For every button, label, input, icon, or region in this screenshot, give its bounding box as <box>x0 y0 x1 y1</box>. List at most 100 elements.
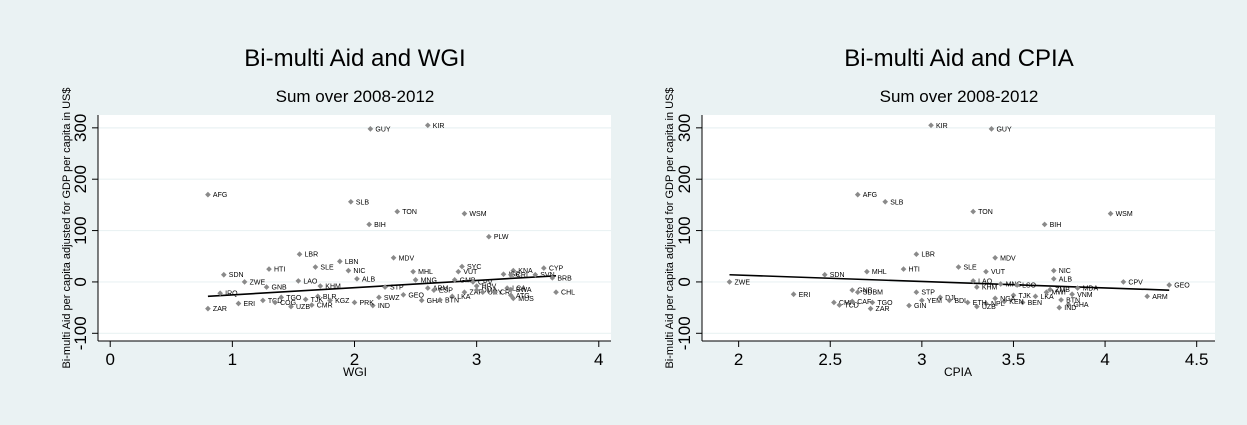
data-point-label: CPV <box>478 279 493 286</box>
data-point-label: CHL <box>561 290 575 297</box>
data-point-label: KIR <box>936 123 948 130</box>
data-point-label: CMR <box>317 303 333 310</box>
data-point-label: LCA <box>512 286 526 293</box>
data-point-label: SWZ <box>384 295 400 302</box>
data-point-label: ZAR <box>876 306 890 313</box>
data-point <box>337 258 343 265</box>
data-point <box>510 295 517 302</box>
data-point <box>327 297 333 304</box>
data-point <box>988 126 995 132</box>
data-point-label: GEO <box>1174 283 1190 290</box>
data-point-label: LSO <box>1022 283 1037 290</box>
data-point-label: GMB <box>460 277 476 284</box>
data-point <box>919 297 925 304</box>
data-point-label: CPV <box>1128 279 1143 286</box>
data-point <box>790 291 797 298</box>
data-point <box>1120 279 1127 285</box>
data-point <box>831 299 837 306</box>
x-tick-label: 0 <box>105 350 114 369</box>
data-point <box>1010 292 1017 299</box>
data-point <box>1050 267 1057 274</box>
data-point-label: BEN <box>1028 300 1042 307</box>
data-point-label: BIH <box>374 222 386 229</box>
data-point-label: VUT <box>463 269 478 276</box>
data-point-label: IRQ <box>225 291 238 298</box>
data-point <box>983 300 989 307</box>
data-point <box>900 266 907 272</box>
data-point <box>1014 282 1020 288</box>
data-point <box>473 283 480 289</box>
data-point-label: CRI <box>500 290 512 297</box>
data-point <box>451 277 458 283</box>
data-point-label: SLE <box>964 265 978 272</box>
data-point-label: ALB <box>1059 276 1073 283</box>
y-tick-label: 0 <box>71 277 90 286</box>
data-point-label: MNG <box>421 277 437 284</box>
data-point-label: IND <box>378 303 390 310</box>
data-point-label: HTI <box>274 267 285 274</box>
data-point-label: STP <box>390 285 404 292</box>
data-point-label: BWA <box>516 287 532 294</box>
data-point-label: SLE <box>320 265 334 272</box>
data-point <box>508 271 514 278</box>
data-point-label: ARM <box>1152 294 1168 301</box>
data-point-label: AFG <box>863 192 877 199</box>
data-point <box>461 289 468 296</box>
y-tick-label: 100 <box>675 216 694 244</box>
data-point <box>970 278 976 284</box>
data-point-label: LKA <box>1040 294 1054 301</box>
data-point <box>849 287 856 293</box>
data-point <box>473 287 480 293</box>
data-point-label: CYP <box>549 266 564 273</box>
data-point-label: MHL <box>418 269 433 276</box>
data-point-label: COG <box>280 300 296 307</box>
data-point-label: MHL <box>872 269 887 276</box>
data-point-label: KHM <box>982 285 998 292</box>
y-tick-label: -100 <box>71 316 90 350</box>
data-point <box>997 281 1004 287</box>
data-point <box>869 299 876 306</box>
data-point-label: KNA <box>518 268 533 275</box>
data-point <box>354 276 360 282</box>
data-point <box>217 290 223 297</box>
data-point-label: TJK <box>1018 293 1031 300</box>
data-point-label: LBR <box>305 252 319 259</box>
y-tick-label: 200 <box>675 165 694 193</box>
data-point-label: GHA <box>1073 302 1089 309</box>
data-point-label: ARM <box>433 286 449 293</box>
plot-area <box>98 115 611 341</box>
data-point <box>913 289 920 296</box>
data-point-label: ZWE <box>250 279 266 286</box>
data-point <box>1058 297 1064 303</box>
chart-title: Bi-multi Aid and CPIA <box>844 45 1073 72</box>
data-point <box>345 267 352 274</box>
data-point-label: SDN <box>229 272 244 279</box>
data-point <box>272 299 278 306</box>
y-tick-label: 300 <box>71 114 90 142</box>
data-point <box>937 294 944 301</box>
data-point-label: TGO <box>286 295 302 302</box>
data-point <box>400 291 407 298</box>
data-point <box>302 296 309 303</box>
x-tick-label: 4 <box>1100 350 1109 369</box>
data-point <box>1047 286 1053 293</box>
data-point <box>470 279 476 285</box>
data-point <box>241 279 248 285</box>
data-point <box>288 303 294 310</box>
data-point-label: GNB <box>857 288 873 295</box>
data-point <box>348 198 354 205</box>
data-point <box>906 302 912 309</box>
data-point-label: ISR <box>509 272 521 279</box>
data-point-label: ZWE <box>734 279 750 286</box>
data-point <box>867 305 874 312</box>
data-point <box>913 251 920 258</box>
data-point-label: DJI <box>945 295 956 302</box>
data-point <box>308 302 315 308</box>
data-point <box>317 283 324 289</box>
data-point <box>410 268 416 275</box>
data-point <box>1166 282 1173 288</box>
x-tick-label: 1 <box>228 350 237 369</box>
data-point-label: WSM <box>1116 211 1133 218</box>
data-point-label: LBR <box>921 252 935 259</box>
